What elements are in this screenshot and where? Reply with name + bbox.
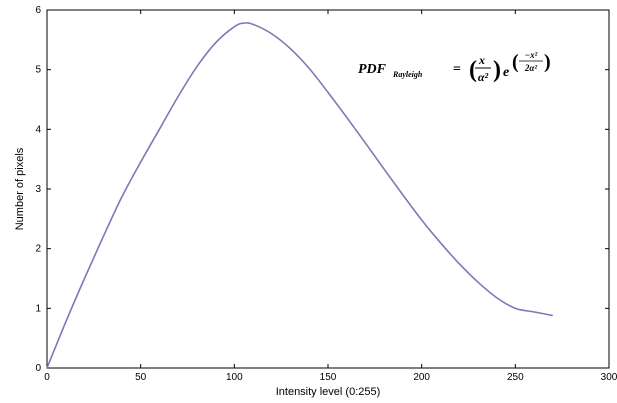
formula-subscript: Rayleigh [392,70,423,79]
x-tick-label: 300 [601,372,617,383]
y-tick-label: 0 [35,363,41,374]
y-axis-ticks: 0 1 2 3 4 5 6 [35,5,609,374]
x-tick-label: 100 [226,372,243,383]
formula-exp-paren-right: ) [544,51,551,73]
x-tick-label: 250 [507,372,524,383]
series-line [46,22,553,369]
formula-numerator: x [478,53,485,67]
x-tick-label: 200 [413,372,430,383]
x-axis-label: Intensity level (0:255) [276,386,381,398]
x-tick-label: 50 [135,372,147,383]
formula-paren-left: ( [469,57,477,83]
formula-equals: = [453,62,461,77]
formula-exp-numerator: −x² [525,50,538,60]
x-axis-ticks: 0 50 100 150 200 250 300 [44,10,617,383]
formula-paren-right: ) [493,57,501,83]
y-tick-label: 1 [35,303,41,314]
y-axis-label: Number of pixels [14,147,26,230]
formula-denominator: α² [478,70,489,84]
formula-annotation: PDF Rayleigh = ( x α² ) e ( −x² 2α² ) [358,50,551,84]
y-tick-label: 5 [35,65,41,76]
series-layer [46,22,553,369]
x-tick-label: 150 [320,372,337,383]
formula-exp-denominator: 2α² [524,63,537,73]
y-tick-label: 2 [35,244,41,255]
y-tick-label: 3 [35,184,41,195]
formula-exp-paren-left: ( [512,51,519,73]
formula-base: e [503,65,509,80]
y-tick-label: 6 [35,5,41,16]
y-tick-label: 4 [35,124,41,135]
x-tick-label: 0 [44,372,50,383]
formula-name: PDF [358,62,387,77]
